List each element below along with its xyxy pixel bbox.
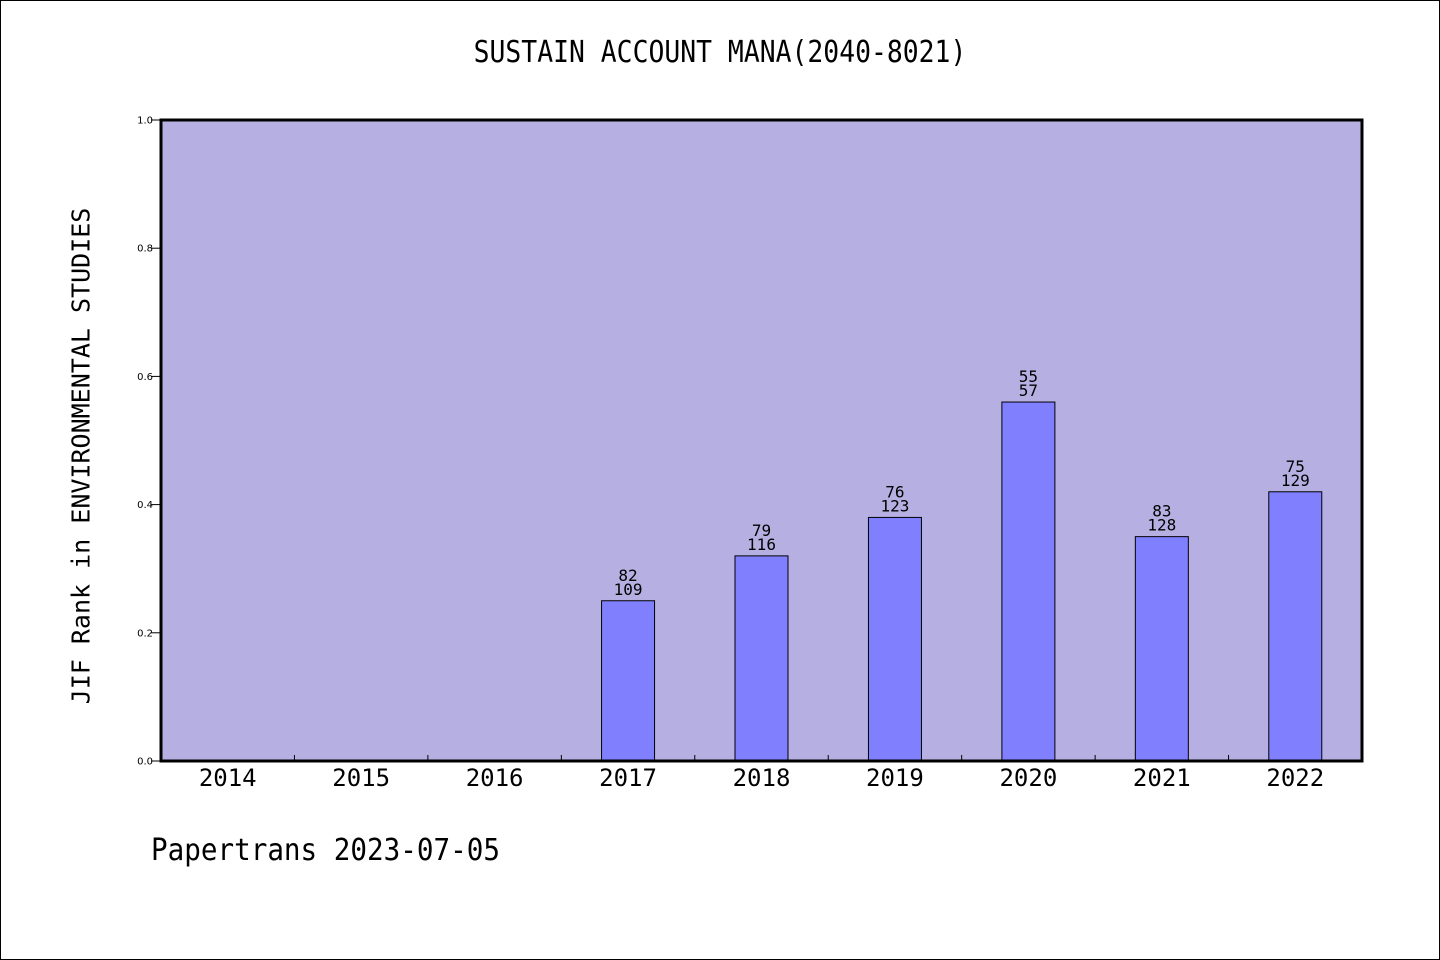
chart-title: SUSTAIN ACCOUNT MANA(2040-8021) (473, 35, 967, 70)
x-axis: 2014 2015 2016 2017 2018 2019 2020 2021 2022 (199, 755, 1324, 792)
y-tick-label: 0.6 (137, 372, 153, 383)
bar-rank-label: 79 (752, 521, 771, 540)
bar-rank-label: 76 (885, 482, 904, 501)
x-tick-label: 2019 (866, 764, 924, 792)
bar-2018 (734, 555, 789, 762)
x-tick-label: 2017 (599, 764, 657, 792)
x-tick-label: 2016 (466, 764, 524, 792)
y-tick-label: 0.2 (137, 628, 153, 639)
bar-rank-label: 83 (1152, 502, 1171, 521)
bar-total-label: 129 (1281, 471, 1310, 490)
bar-rank-label: 75 (1286, 457, 1305, 476)
y-tick-label: 1.0 (137, 116, 153, 127)
bar-2019 (867, 516, 922, 762)
y-tick-label: 0.8 (137, 244, 153, 255)
y-tick-label: 0.0 (137, 757, 153, 768)
x-tick-label: 2020 (999, 764, 1057, 792)
bar-rank-label: 82 (618, 566, 637, 585)
x-tick-label: 2021 (1133, 764, 1191, 792)
footer-text: Papertrans 2023-07-05 (151, 833, 500, 868)
x-tick-label: 2022 (1266, 764, 1324, 792)
bar-total-label: 57 (1019, 381, 1038, 400)
bar-total-label: 116 (747, 535, 776, 554)
bar-2017 (601, 600, 656, 762)
bar-2022 (1268, 491, 1323, 762)
bar-2020 (1001, 401, 1056, 762)
bar-total-label: 128 (1147, 516, 1176, 535)
y-tick-label: 0.4 (137, 500, 153, 511)
bar-total-label: 123 (880, 496, 909, 515)
y-axis: 0.0 0.2 0.4 0.6 0.8 1.0 (137, 116, 161, 768)
plot-border (159, 118, 1364, 763)
bar-total-label: 109 (614, 580, 643, 599)
bar-rank-label: 55 (1019, 367, 1038, 386)
bar-2021 (1134, 536, 1189, 762)
x-tick-label: 2018 (733, 764, 791, 792)
x-tick-label: 2015 (332, 764, 390, 792)
x-tick-label: 2014 (199, 764, 257, 792)
